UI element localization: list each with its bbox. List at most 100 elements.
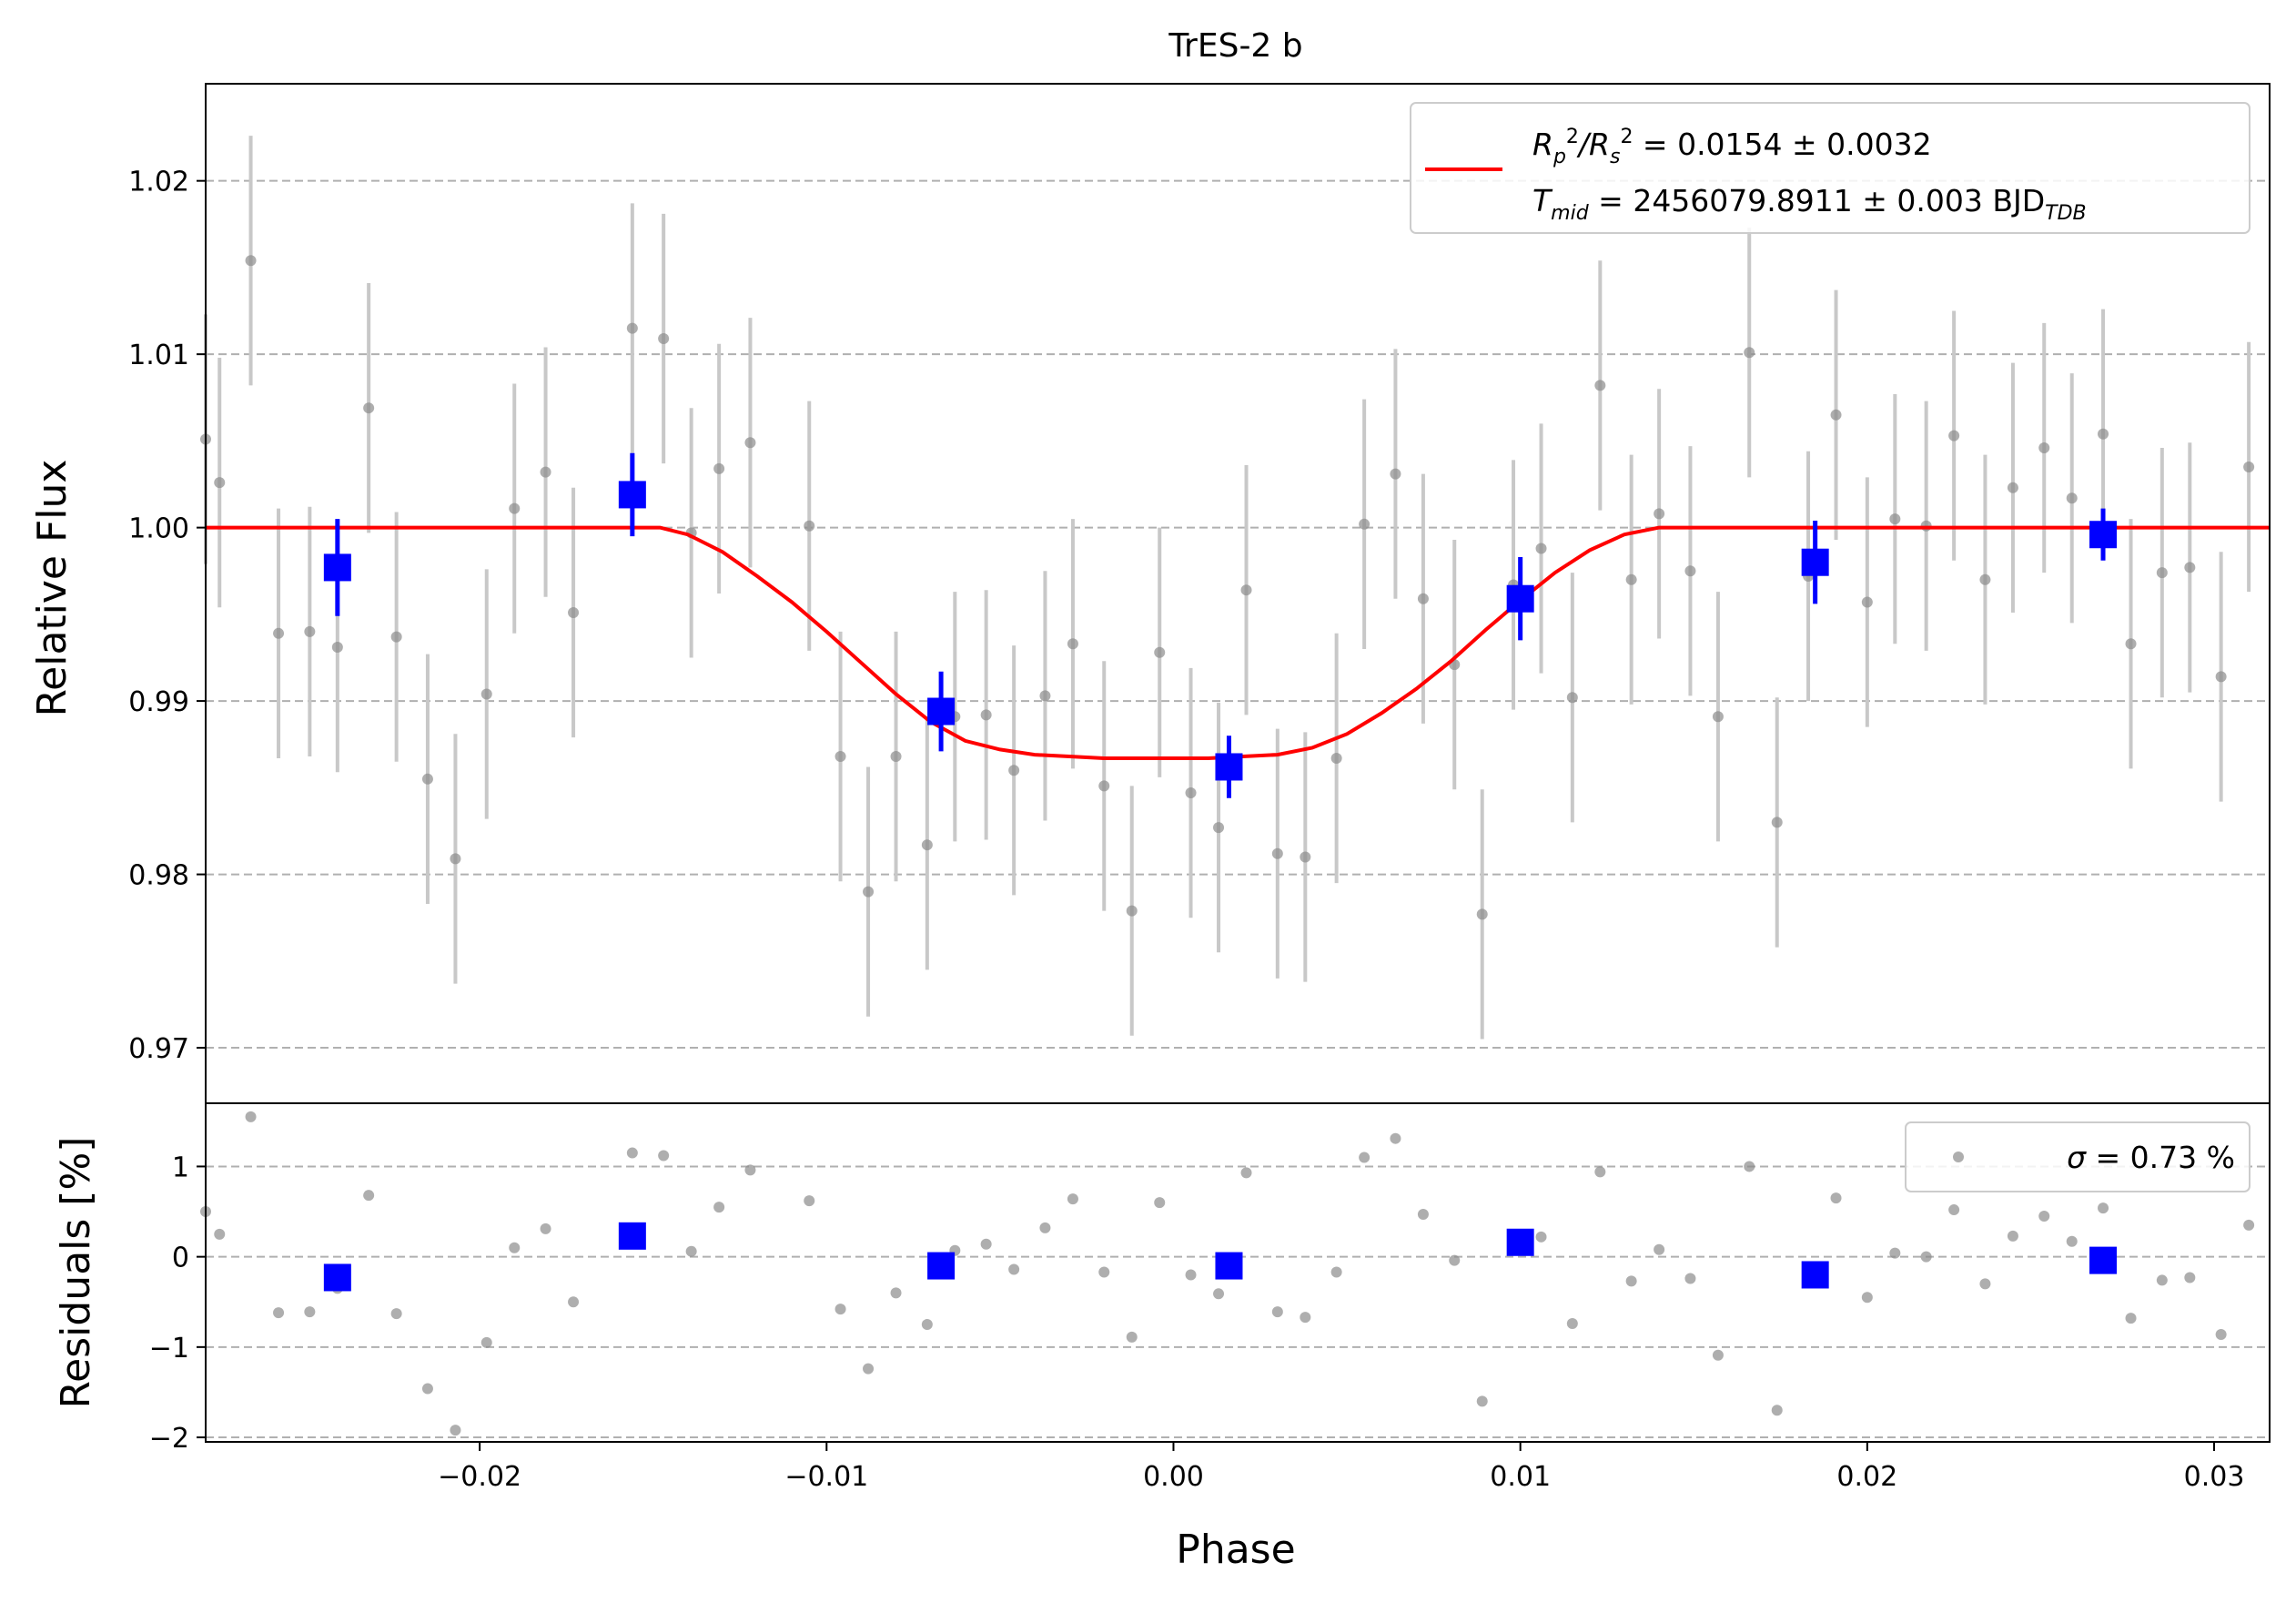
- flux-point: [1240, 584, 1252, 596]
- residual-point: [245, 1111, 257, 1122]
- phase-x-tick-label: 0.03: [2184, 1461, 2245, 1493]
- flux-y-tick-label: 1.02: [128, 167, 189, 198]
- fit-legend-box: [1410, 102, 2250, 234]
- flux-point: [1008, 765, 1020, 776]
- flux-point: [1979, 573, 1991, 585]
- residuals-axes-frame: [205, 1102, 2271, 1443]
- residual-point: [1625, 1275, 1637, 1287]
- residual-binned-point: [1215, 1252, 1243, 1280]
- light-curve-panel: 0.97 0.98 0.99 1.00 1.01 1.02 TrES-2 b Relati…: [29, 27, 2271, 1104]
- residual-point: [1566, 1318, 1578, 1330]
- residual-point: [1889, 1247, 1901, 1259]
- residual-point: [540, 1223, 551, 1234]
- phase-x-tick-label: 0.00: [1143, 1461, 1204, 1493]
- phase-x-tick-label: −0.02: [438, 1461, 521, 1493]
- residual-point: [1240, 1167, 1252, 1179]
- residual-point: [1594, 1166, 1606, 1178]
- residual-point: [1154, 1197, 1166, 1209]
- residual-point: [363, 1190, 375, 1202]
- residual-point: [1654, 1243, 1665, 1255]
- residual-binned-points: [323, 1222, 2118, 1292]
- residual-point: [1300, 1312, 1311, 1324]
- residual-point: [2098, 1202, 2109, 1214]
- flux-y-tick-label: 0.98: [128, 860, 189, 892]
- residual-binned-point: [1801, 1261, 1829, 1289]
- residual-binned-point: [2089, 1246, 2118, 1274]
- flux-point: [304, 625, 316, 637]
- flux-point: [1330, 752, 1342, 764]
- flux-point: [1359, 518, 1371, 530]
- residual-point: [1744, 1161, 1755, 1172]
- phase-x-tick-label: 0.02: [1836, 1461, 1897, 1493]
- flux-point: [245, 255, 257, 267]
- flux-point: [2125, 638, 2137, 650]
- residual-point: [744, 1164, 756, 1176]
- flux-point: [1684, 565, 1696, 577]
- residual-point: [1712, 1349, 1724, 1361]
- fit-legend-tmid: Tmid = 2456079.8911 ± 0.003 BJDTDB: [1532, 183, 2087, 225]
- flux-point: [1889, 513, 1901, 525]
- sigma-legend-marker: [1953, 1152, 1964, 1162]
- flux-binned-point: [618, 481, 646, 509]
- flux-binned-points: [323, 452, 2118, 798]
- flux-point: [1154, 646, 1166, 658]
- chart-title: TrES-2 b: [1168, 27, 1302, 65]
- flux-point: [1271, 847, 1283, 859]
- flux-point: [2066, 492, 2078, 504]
- flux-point: [1948, 430, 1960, 441]
- flux-point: [390, 631, 402, 643]
- residual-point: [2243, 1219, 2255, 1231]
- residual-point: [2125, 1313, 2137, 1324]
- flux-binned-point: [1801, 548, 1829, 576]
- residual-point: [2184, 1272, 2196, 1283]
- residuals-y-tick-label: 1: [172, 1152, 189, 1183]
- residual-binned-point: [927, 1252, 956, 1280]
- flux-point: [2215, 671, 2227, 683]
- flux-point: [626, 322, 638, 334]
- residual-point: [685, 1245, 697, 1257]
- flux-point: [1712, 711, 1724, 723]
- flux-point: [568, 606, 580, 618]
- residuals-y-ticks: −2 −1 0 1: [149, 1152, 206, 1455]
- flux-point: [863, 886, 875, 898]
- flux-point: [2007, 482, 2018, 493]
- flux-point: [1861, 596, 1873, 608]
- residual-point: [2007, 1230, 2018, 1242]
- flux-point: [2038, 442, 2050, 453]
- residual-point: [509, 1242, 521, 1253]
- flux-point: [1625, 573, 1637, 585]
- residual-point: [2156, 1274, 2168, 1286]
- residual-point: [890, 1287, 902, 1299]
- residual-point: [421, 1383, 433, 1395]
- flux-point: [658, 333, 670, 344]
- flux-point: [421, 773, 433, 785]
- flux-point: [921, 839, 933, 851]
- flux-point: [713, 462, 725, 474]
- flux-point: [1213, 822, 1225, 834]
- residual-point: [1126, 1331, 1138, 1343]
- residuals-y-tick-label: −1: [149, 1333, 189, 1365]
- transit-model-curve: [206, 525, 2270, 760]
- flux-point: [1744, 347, 1755, 359]
- residual-binned-point: [323, 1263, 351, 1292]
- residual-point: [1979, 1278, 1991, 1290]
- flux-point: [1830, 409, 1842, 421]
- residual-point: [1185, 1269, 1197, 1281]
- residual-point: [980, 1238, 992, 1250]
- residual-point: [390, 1308, 402, 1320]
- residual-point: [1390, 1132, 1401, 1144]
- residual-point: [863, 1363, 875, 1375]
- residual-point: [1771, 1405, 1783, 1416]
- residual-point: [1948, 1204, 1960, 1216]
- phase-x-axis-label: Phase: [1176, 1527, 1295, 1573]
- residual-point: [568, 1296, 580, 1308]
- flux-point: [1185, 787, 1197, 799]
- residuals-y-tick-label: −2: [149, 1423, 189, 1455]
- residual-point: [1067, 1193, 1078, 1205]
- flux-point: [1566, 692, 1578, 704]
- residual-point: [304, 1306, 316, 1318]
- flux-point: [2184, 562, 2196, 573]
- flux-point: [331, 642, 343, 654]
- flux-y-tick-label: 0.99: [128, 686, 189, 718]
